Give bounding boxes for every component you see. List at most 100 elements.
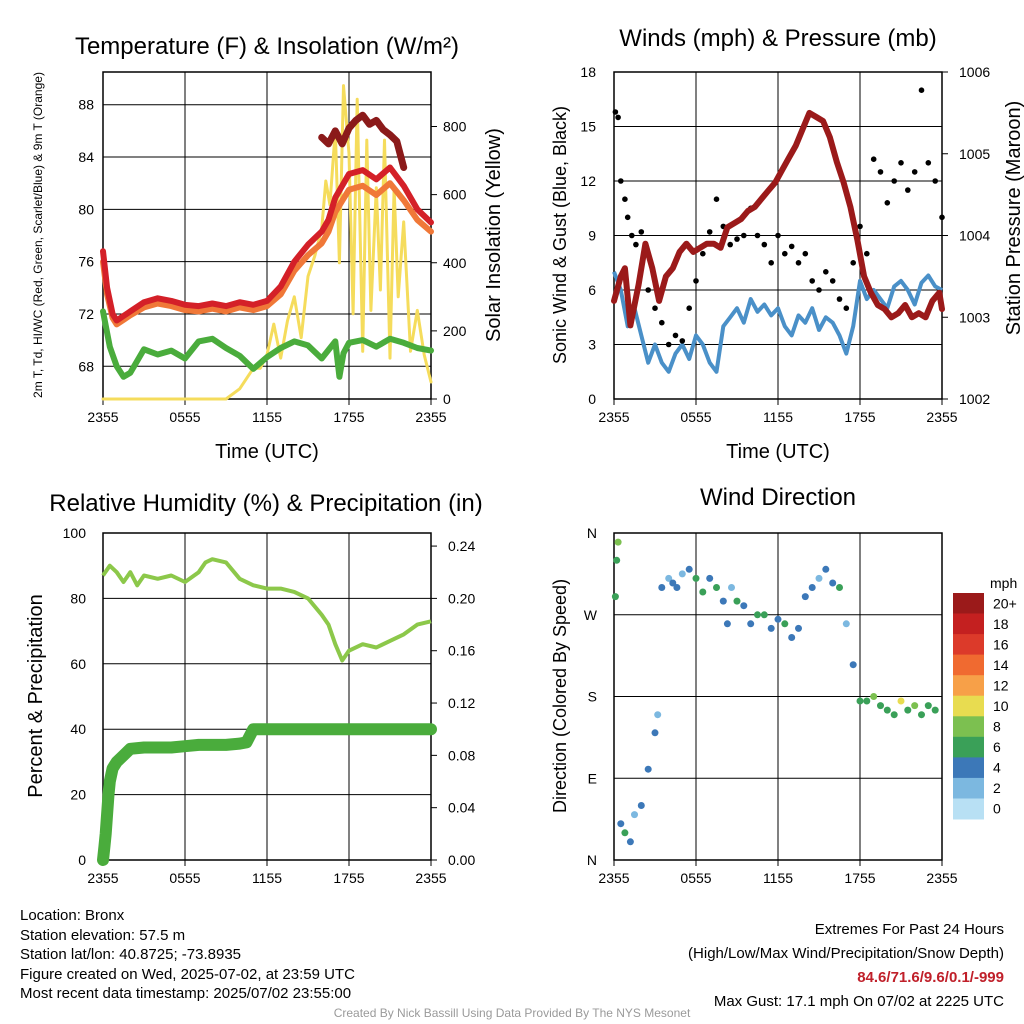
direction-legend-title: mph [990,575,1017,591]
winds-xtick-label: 2355 [926,409,957,425]
winds-gust-point [734,236,740,242]
humidity-ytick-label: 60 [70,656,86,672]
winds-gust-point [659,319,665,326]
direction-point [904,706,912,714]
direction-legend-swatch [953,593,984,614]
winds-gust-point [911,169,918,175]
winds-ytick-label: 6 [588,282,596,298]
direction-point [754,611,761,619]
temperature-series-2m-td [100,308,434,380]
winds-gust-point [612,109,619,115]
winds-ytick-label: 0 [588,391,596,407]
winds-xtick-label: 1155 [763,409,793,425]
direction-point [747,620,755,628]
winds-gust-point [836,296,843,302]
direction-point [740,602,748,610]
direction-legend-label: 12 [993,678,1009,694]
direction-point [621,829,629,837]
winds-xtick-label: 2355 [598,409,629,425]
direction-xtick-label: 0555 [680,870,711,886]
direction-point [795,624,802,632]
direction-legend-swatch [953,675,984,697]
direction-ytick-label: S [588,689,597,705]
winds-gust-point [829,278,836,284]
direction-point [877,702,884,710]
direction-point [890,711,898,719]
direction-point [617,820,625,828]
winds-gust-point [693,278,699,284]
temperature-chart: Temperature (F) & Insolation (W/m²) 2355 0… [31,33,505,463]
temperature-ytick-label: 68 [78,358,94,374]
direction-point [781,620,789,628]
winds-ytick-label: 3 [588,337,596,353]
winds-gust-point [727,241,733,248]
winds-gust-point [884,200,891,206]
humidity-ytick-label: 0 [78,852,86,868]
winds-gust-point [782,250,788,257]
temperature-ytick-label: 76 [78,254,94,270]
humidity-ytick-right-label: 0.12 [448,695,475,711]
winds-gust-point [645,287,651,293]
direction-point [829,579,837,587]
direction-ylabel: Direction (Colored By Speed) [550,579,570,813]
humidity-xtick-label: 1155 [252,870,282,886]
winds-gust-point [925,160,932,166]
winds-gust-point [898,160,904,166]
direction-ytick-label: N [587,525,597,541]
direction-point [692,574,700,582]
direction-point [849,661,857,669]
direction-point [669,579,677,587]
winds-ytick-right-label: 1002 [959,391,990,407]
direction-point [637,802,645,809]
direction-legend-label: 0 [993,801,1001,817]
winds-ytick-label: 18 [580,64,596,80]
extremes-panel: Extremes For Past 24 Hours (High/Low/Max… [688,918,1004,1014]
temperature-series-hi [318,111,408,171]
winds-gust-point [665,341,672,348]
winds-gust-point [775,232,781,239]
winds-gust-point [622,196,628,202]
direction-point [897,697,905,705]
winds-ylabel-right: Station Pressure (Maroon) [1003,101,1024,336]
winds-gust-point [706,229,713,235]
direction-point [723,620,731,628]
direction-legend-label: 6 [993,739,1001,755]
temperature-xtick-label: 1755 [333,409,364,425]
winds-gust-point [624,214,631,221]
direction-xtick-label: 1755 [844,870,875,886]
extremes-subtitle: (High/Low/Max Wind/Precipitation/Snow De… [688,945,1004,962]
direction-legend-swatch [953,736,984,758]
credit-line: Created By Nick Bassill Using Data Provi… [333,1006,691,1020]
winds-ytick-right-label: 1006 [959,64,990,80]
direction-point [870,693,878,700]
winds-gust-point [795,260,802,266]
direction-point [774,615,782,623]
winds-gust-point [652,305,658,312]
winds-gust-point [638,229,645,235]
humidity-ytick-label: 100 [63,525,87,541]
winds-ytick-label: 9 [588,228,596,244]
winds-gust-point [850,260,856,266]
direction-point [651,729,659,737]
humidity-xtick-label: 2355 [415,870,446,886]
direction-point [713,584,720,591]
temperature-title: Temperature (F) & Insolation (W/m²) [75,33,459,60]
winds-gust-point [768,260,774,266]
direction-point [673,584,681,591]
winds-gust-point [870,156,877,162]
direction-point [706,574,714,582]
humidity-ytick-right-label: 0.08 [448,747,475,763]
humidity-ytick-right-label: 0.00 [448,852,475,868]
winds-gust-point [918,87,925,93]
winds-ytick-right-label: 1003 [959,309,990,325]
extremes-values: 84.6/71.6/9.6/0.1/-999 [857,969,1004,986]
direction-point [728,584,735,591]
winds-xtick-label: 0555 [680,409,711,425]
direction-point [836,584,843,591]
direction-point [924,702,932,710]
direction-legend-swatch [953,613,984,635]
direction-legend-label: 16 [993,636,1009,652]
humidity-ytick-right-label: 0.16 [448,643,475,659]
